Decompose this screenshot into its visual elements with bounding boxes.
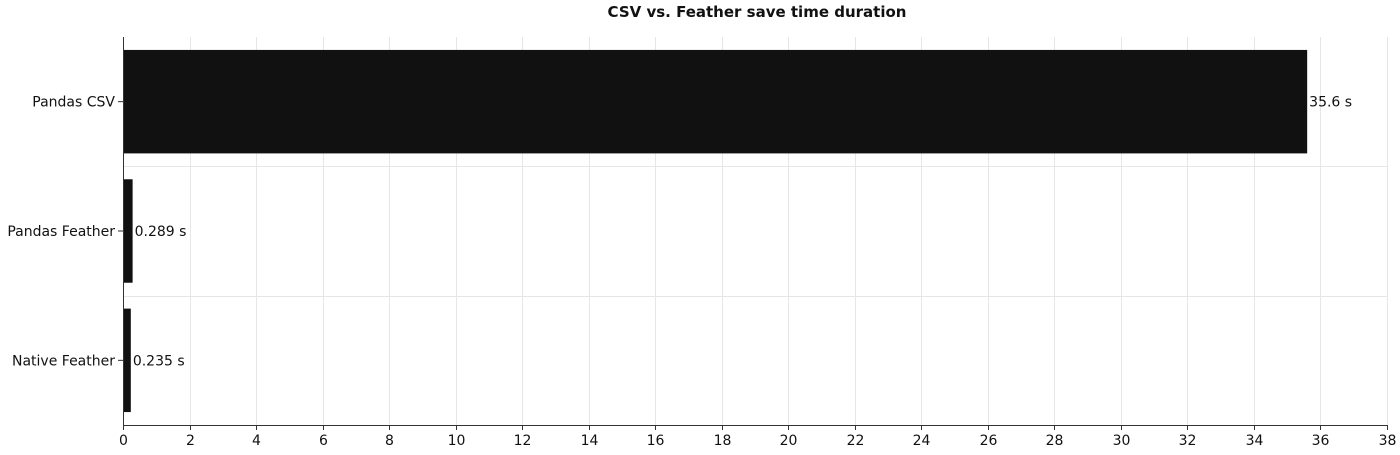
labels: Pandas CSV 35.6 s Pandas Feather 0.289 s Nat… <box>7 95 1396 449</box>
x-tick-label: 32 <box>1179 433 1197 449</box>
x-tick-label: 34 <box>1246 433 1264 449</box>
x-tick-label: 14 <box>581 433 599 449</box>
x-tick-label: 20 <box>780 433 798 449</box>
x-tick-label: 10 <box>448 433 466 449</box>
x-tick-label: 0 <box>119 433 128 449</box>
x-tick-label: 24 <box>913 433 931 449</box>
x-tick-label: 6 <box>319 433 328 449</box>
category-label: Pandas CSV <box>32 95 115 111</box>
chart-title: CSV vs. Feather save time duration <box>608 3 907 21</box>
bar <box>123 308 131 413</box>
x-tick-label: 26 <box>980 433 998 449</box>
x-tick-label: 36 <box>1312 433 1330 449</box>
x-tick-label: 38 <box>1379 433 1397 449</box>
x-tick-label: 16 <box>647 433 665 449</box>
x-tick-label: 18 <box>714 433 732 449</box>
data-label: 35.6 s <box>1309 95 1352 111</box>
x-tick-label: 4 <box>252 433 261 449</box>
x-tick-label: 12 <box>514 433 532 449</box>
axes <box>118 37 1388 430</box>
bars <box>123 49 1308 413</box>
category-label: Native Feather <box>12 353 115 369</box>
bar <box>123 179 133 283</box>
x-tick-label: 30 <box>1113 433 1131 449</box>
data-label: 0.289 s <box>135 224 187 240</box>
x-tick-label: 22 <box>847 433 865 449</box>
x-tick-label: 2 <box>186 433 195 449</box>
x-tick-label: 28 <box>1046 433 1064 449</box>
data-label: 0.235 s <box>133 353 185 369</box>
bar <box>123 49 1308 154</box>
x-tick-label: 8 <box>385 433 394 449</box>
category-label: Pandas Feather <box>7 224 115 240</box>
